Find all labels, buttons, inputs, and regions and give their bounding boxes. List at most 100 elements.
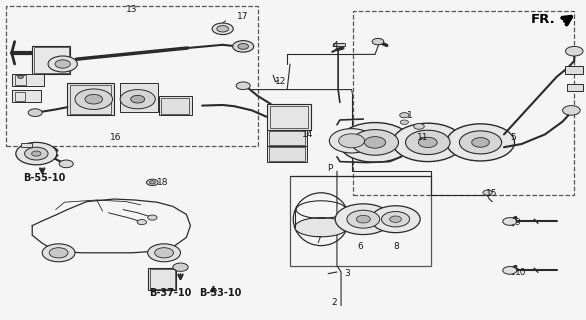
Circle shape — [148, 244, 180, 262]
Bar — [12, 74, 44, 86]
Circle shape — [352, 130, 398, 155]
Text: B-55-10: B-55-10 — [23, 173, 66, 183]
Circle shape — [563, 106, 580, 115]
Circle shape — [459, 131, 502, 154]
Text: 4: 4 — [333, 41, 339, 50]
Circle shape — [18, 75, 23, 78]
Text: B-53-10: B-53-10 — [199, 288, 241, 298]
Circle shape — [148, 215, 157, 220]
Circle shape — [364, 137, 386, 148]
Circle shape — [48, 56, 77, 72]
Circle shape — [173, 263, 188, 271]
Circle shape — [447, 124, 515, 161]
Circle shape — [483, 190, 492, 195]
Circle shape — [59, 160, 73, 168]
Circle shape — [236, 82, 250, 90]
Circle shape — [390, 216, 401, 222]
Text: 10: 10 — [515, 268, 526, 277]
Circle shape — [418, 137, 437, 148]
Bar — [70, 85, 111, 114]
Text: 12: 12 — [275, 77, 287, 86]
Circle shape — [146, 179, 158, 186]
Bar — [267, 146, 307, 162]
Text: 6: 6 — [357, 242, 363, 251]
Text: B-37-10: B-37-10 — [149, 288, 192, 298]
Circle shape — [49, 248, 68, 258]
Circle shape — [16, 142, 57, 165]
Circle shape — [565, 46, 583, 56]
Circle shape — [400, 120, 408, 124]
Bar — [6, 6, 258, 146]
Bar — [333, 43, 345, 46]
Circle shape — [233, 41, 254, 52]
Circle shape — [503, 267, 517, 274]
Circle shape — [42, 244, 75, 262]
Text: 14: 14 — [302, 130, 313, 139]
Bar — [120, 83, 158, 112]
Bar — [420, 137, 426, 139]
Circle shape — [406, 130, 450, 155]
Circle shape — [400, 113, 409, 118]
Bar — [269, 131, 305, 145]
Bar — [269, 147, 305, 161]
Text: 15: 15 — [486, 189, 498, 198]
Circle shape — [371, 206, 420, 233]
Bar — [32, 46, 70, 74]
Bar — [34, 47, 69, 73]
Bar — [290, 176, 431, 266]
Circle shape — [32, 151, 41, 156]
Bar — [15, 92, 25, 101]
Text: 17: 17 — [237, 12, 249, 21]
Circle shape — [55, 60, 70, 68]
Circle shape — [149, 181, 155, 184]
Bar — [12, 90, 41, 102]
Bar — [67, 83, 114, 115]
Bar — [21, 143, 32, 147]
Text: 11: 11 — [417, 133, 429, 142]
Circle shape — [503, 218, 517, 225]
Bar — [353, 11, 574, 195]
Text: 18: 18 — [157, 178, 169, 187]
Circle shape — [75, 89, 113, 109]
Circle shape — [217, 26, 229, 32]
Circle shape — [372, 38, 384, 45]
Circle shape — [347, 210, 380, 228]
Text: 8: 8 — [394, 242, 400, 251]
Circle shape — [85, 94, 103, 104]
Circle shape — [381, 212, 410, 227]
Bar — [159, 96, 192, 115]
Bar — [270, 106, 308, 128]
Text: 7: 7 — [315, 236, 321, 245]
Text: FR.: FR. — [531, 13, 556, 26]
Circle shape — [131, 95, 145, 103]
Circle shape — [25, 147, 48, 160]
Circle shape — [414, 124, 424, 129]
Text: 3: 3 — [345, 269, 350, 278]
Text: 9: 9 — [515, 218, 520, 227]
Circle shape — [356, 215, 370, 223]
Text: 13: 13 — [126, 5, 138, 14]
Circle shape — [335, 204, 391, 235]
Circle shape — [393, 123, 463, 162]
Circle shape — [472, 138, 489, 147]
Text: 1: 1 — [407, 111, 413, 120]
Ellipse shape — [295, 218, 347, 237]
Text: 5: 5 — [510, 133, 516, 142]
Circle shape — [339, 123, 411, 162]
Bar — [267, 130, 307, 146]
Circle shape — [120, 90, 155, 109]
Text: P: P — [327, 164, 332, 173]
Bar — [161, 98, 189, 114]
Circle shape — [212, 23, 233, 35]
Bar — [565, 66, 583, 74]
Bar — [148, 268, 176, 290]
Bar — [567, 84, 583, 91]
Text: 16: 16 — [110, 133, 122, 142]
Circle shape — [339, 134, 364, 148]
Circle shape — [238, 44, 248, 49]
Bar — [15, 75, 26, 85]
Bar — [150, 269, 175, 289]
Circle shape — [155, 248, 173, 258]
Circle shape — [137, 220, 146, 225]
Circle shape — [329, 129, 374, 153]
